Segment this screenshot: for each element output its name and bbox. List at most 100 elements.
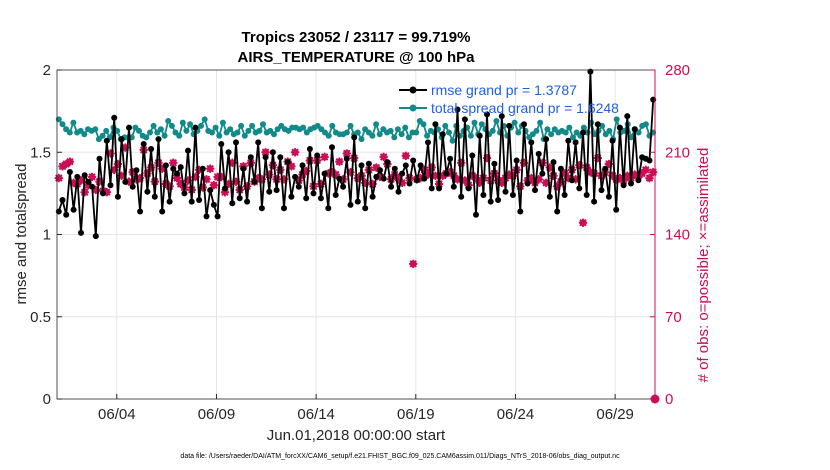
rmse-point: [413, 177, 420, 184]
totalspread-point: [376, 131, 383, 138]
totalspread-point: [548, 131, 555, 138]
obs-point: [353, 173, 363, 183]
obs-point: [372, 163, 381, 172]
obs-point: [117, 171, 126, 181]
tick-label-x: 06/29: [596, 406, 634, 423]
obs-point: [279, 174, 289, 184]
rmse-point: [162, 162, 169, 169]
totalspread-point: [147, 129, 153, 136]
legend: rmse grand pr = 1.3787 total spread gran…: [399, 82, 619, 116]
obs-point: [549, 171, 558, 181]
totalspread-point: [580, 124, 587, 131]
totalspread-point: [642, 121, 649, 128]
totalspread-point: [66, 129, 73, 136]
rmse-point: [395, 188, 402, 195]
rmse-point: [469, 152, 476, 159]
totalspread-point: [99, 132, 106, 139]
obs-point: [390, 170, 400, 179]
rmse-point: [377, 167, 383, 174]
rmse-point: [450, 183, 457, 190]
rmse-point: [218, 141, 225, 147]
obs-point: [109, 165, 119, 175]
rmse-point: [421, 175, 428, 182]
obs-point: [183, 176, 193, 185]
rmse-point: [517, 208, 524, 215]
rmse-point: [188, 198, 195, 205]
rmse-point: [151, 193, 158, 200]
obs-point: [65, 157, 75, 166]
obs-point: [467, 171, 477, 181]
obs-point: [84, 180, 93, 190]
obs-point: [575, 160, 584, 170]
obs-point: [113, 159, 123, 169]
obs-point: [294, 176, 304, 185]
rmse-point: [306, 146, 313, 152]
rmse-point: [388, 183, 395, 190]
rmse-point: [524, 180, 531, 187]
rmse-point: [236, 195, 243, 202]
rmse-point: [288, 193, 295, 200]
rmse-point: [635, 177, 642, 184]
obs-point: [508, 171, 518, 181]
tick-label-left: 0.5: [30, 309, 51, 326]
rmse-point: [484, 111, 490, 118]
rmse-point: [332, 192, 339, 198]
rmse-point: [155, 136, 162, 143]
obs-point: [154, 158, 163, 168]
rmse-point: [568, 177, 575, 184]
rmse-point: [255, 139, 262, 146]
rmse-point: [210, 201, 217, 208]
obs-point: [176, 179, 185, 189]
totalspread-point: [212, 124, 219, 131]
rmse-point: [458, 193, 465, 200]
obs-point: [95, 177, 104, 186]
totalspread-point: [413, 129, 420, 136]
y-axis-label-right: # of obs: o=possible; ×=assimilated: [695, 148, 712, 383]
totalspread-point: [176, 132, 183, 139]
rmse-point: [410, 157, 417, 164]
obs-point: [504, 170, 514, 179]
title-block: Tropics 23052 / 23117 = 99.719% AIRS_TEM…: [238, 29, 476, 66]
rmse-point: [609, 137, 616, 144]
obs-point: [324, 169, 333, 178]
rmse-point: [214, 213, 221, 220]
totalspread-point: [391, 134, 398, 141]
obs-point: [106, 149, 115, 158]
rmse-point: [266, 188, 273, 195]
rmse-point: [631, 126, 638, 133]
obs-point: [253, 173, 263, 183]
rmse-point: [365, 160, 372, 167]
totalspread-point: [143, 134, 150, 141]
totalspread-point: [238, 122, 245, 129]
tick-label-x: 06/14: [297, 406, 335, 423]
obs-point: [648, 167, 658, 177]
totalspread-point: [621, 127, 627, 134]
obs-point: [80, 187, 89, 197]
obs-point: [143, 169, 152, 178]
totalspread-point: [179, 119, 186, 126]
rmse-point: [646, 157, 653, 164]
rmse-point: [432, 121, 439, 128]
totalspread-point: [570, 134, 576, 141]
obs-point: [54, 173, 64, 183]
obs-point: [69, 178, 78, 188]
totalspread-point: [271, 131, 277, 138]
rmse-point: [148, 146, 155, 152]
rmse-point: [140, 141, 147, 147]
totalspread-point: [537, 119, 544, 126]
rmse-point: [340, 183, 347, 190]
rmse-point: [192, 124, 199, 131]
rmse-point: [85, 178, 92, 185]
y-axis-label-left: rmse and totalspread: [13, 164, 30, 305]
rmse-point: [92, 233, 99, 240]
rmse-point: [59, 197, 66, 203]
obs-point: [301, 166, 311, 176]
rmse-point: [624, 113, 631, 120]
rmse-point: [502, 188, 509, 195]
rmse-point: [222, 185, 228, 192]
tick-label-left: 0: [43, 391, 51, 408]
rmse-point: [103, 137, 110, 144]
totalspread-point: [467, 132, 474, 139]
obs-point: [102, 187, 112, 197]
obs-point: [593, 153, 603, 163]
